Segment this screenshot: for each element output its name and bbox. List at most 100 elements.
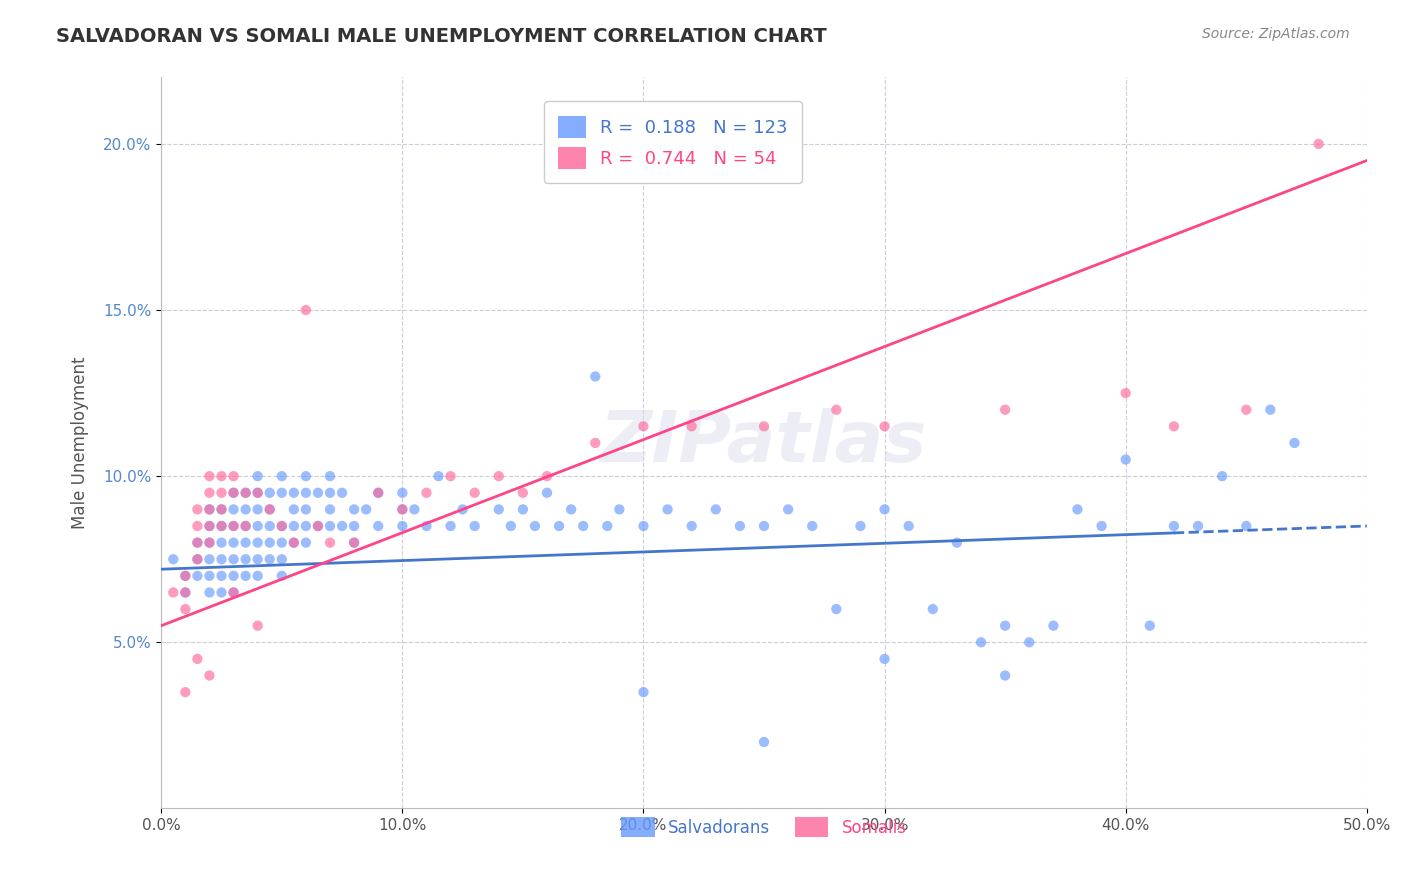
Point [186,652,208,666]
Legend: Salvadorans, Somalis: Salvadorans, Somalis [614,810,914,844]
Point [211,519,233,533]
Text: Source: ZipAtlas.com: Source: ZipAtlas.com [1202,27,1350,41]
Point [1090,519,1112,533]
Point [246,469,269,483]
Point [1163,519,1185,533]
Point [512,485,534,500]
Point [283,519,305,533]
Point [572,519,595,533]
Point [752,419,775,434]
Text: ZIPatlas: ZIPatlas [600,409,928,477]
Point [174,602,197,616]
Point [728,519,751,533]
Point [222,585,245,599]
Point [283,485,305,500]
Point [319,535,342,549]
Point [319,469,342,483]
Point [235,552,257,566]
Point [186,552,208,566]
Point [1260,402,1282,417]
Point [198,668,221,682]
Point [330,519,353,533]
Point [488,502,510,516]
Point [283,535,305,549]
Point [367,485,389,500]
Point [222,485,245,500]
Point [633,519,655,533]
Point [319,502,342,516]
Point [270,519,292,533]
Point [464,519,486,533]
Point [523,519,546,533]
Point [198,585,221,599]
Point [897,519,920,533]
Point [235,569,257,583]
Point [415,485,437,500]
Point [1115,386,1137,401]
Point [235,519,257,533]
Point [198,519,221,533]
Point [211,535,233,549]
Point [354,502,377,516]
Point [391,485,413,500]
Point [211,569,233,583]
Point [1187,519,1209,533]
Point [343,519,366,533]
Point [778,502,800,516]
Point [222,519,245,533]
Point [270,519,292,533]
Point [222,552,245,566]
Point [270,485,292,500]
Point [752,519,775,533]
Point [222,469,245,483]
Point [415,519,437,533]
Point [536,469,558,483]
Point [404,502,426,516]
Point [825,402,848,417]
Point [319,519,342,533]
Point [391,502,413,516]
Point [464,485,486,500]
Point [1163,419,1185,434]
Point [307,485,329,500]
Point [994,402,1017,417]
Point [174,585,197,599]
Point [681,519,703,533]
Point [259,535,281,549]
Point [211,519,233,533]
Point [946,535,969,549]
Point [198,535,221,549]
Point [391,519,413,533]
Point [295,485,318,500]
Point [825,602,848,616]
Point [849,519,872,533]
Point [222,519,245,533]
Point [235,502,257,516]
Point [609,502,631,516]
Point [259,552,281,566]
Point [198,502,221,516]
Point [246,569,269,583]
Point [560,502,582,516]
Point [994,668,1017,682]
Point [752,735,775,749]
Point [211,502,233,516]
Point [307,519,329,533]
Point [367,519,389,533]
Y-axis label: Male Unemployment: Male Unemployment [72,357,89,529]
Point [343,535,366,549]
Point [283,502,305,516]
Point [295,502,318,516]
Point [174,585,197,599]
Point [198,552,221,566]
Point [246,618,269,632]
Point [198,485,221,500]
Point [174,685,197,699]
Point [222,535,245,549]
Point [427,469,450,483]
Point [970,635,993,649]
Point [343,502,366,516]
Point [801,519,824,533]
Point [439,519,461,533]
Point [1066,502,1088,516]
